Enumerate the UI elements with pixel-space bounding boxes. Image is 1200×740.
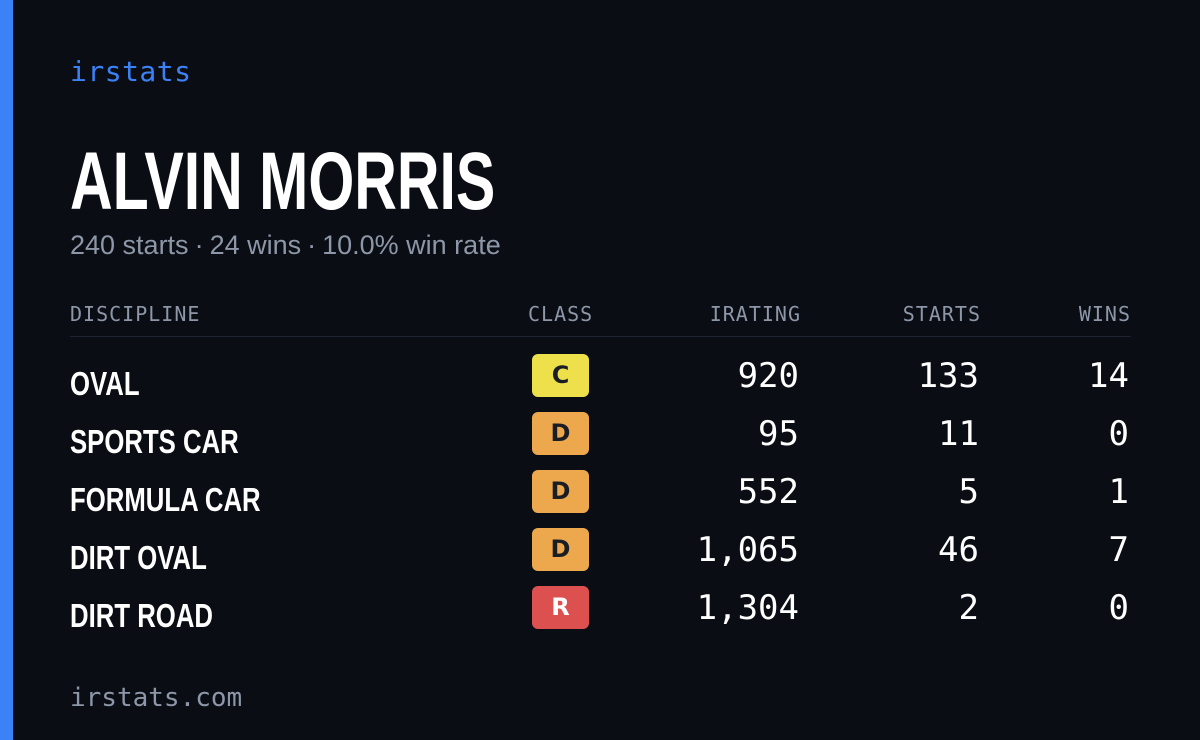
header-starts: STARTS: [902, 302, 981, 326]
wins-value: 0: [1108, 588, 1129, 628]
table-row: OVAL C 920 133 14: [70, 354, 1131, 412]
irating-value: 1,065: [696, 530, 799, 570]
table-row: DIRT ROAD R 1,304 2 0: [70, 586, 1131, 644]
class-badge: D: [532, 528, 589, 571]
wins-value: 1: [1108, 472, 1129, 512]
wins-value: 14: [1088, 356, 1129, 396]
brand-logo: irstats: [70, 55, 192, 88]
discipline-table: DISCIPLINE CLASS IRATING STARTS WINS OVA…: [70, 296, 1131, 644]
player-name: ALVIN MORRIS: [70, 136, 496, 227]
header-class: CLASS: [528, 302, 594, 326]
table-row: DIRT OVAL D 1,065 46 7: [70, 528, 1131, 586]
irating-value: 1,304: [696, 588, 799, 628]
wins-value: 0: [1108, 414, 1129, 454]
header-irating: IRATING: [709, 302, 801, 326]
table-row: SPORTS CAR D 95 11 0: [70, 412, 1131, 470]
irating-value: 920: [737, 356, 799, 396]
starts-value: 133: [917, 356, 979, 396]
summary-separator: ·: [307, 230, 317, 260]
table-row: FORMULA CAR D 552 5 1: [70, 470, 1131, 528]
irating-value: 552: [737, 472, 799, 512]
discipline-name: FORMULA CAR: [70, 481, 261, 518]
table-header: DISCIPLINE CLASS IRATING STARTS WINS: [70, 296, 1131, 337]
discipline-name: SPORTS CAR: [70, 423, 239, 460]
total-wins: 24 wins: [209, 230, 302, 260]
starts-value: 2: [958, 588, 979, 628]
class-badge: D: [532, 470, 589, 513]
header-wins: WINS: [1078, 302, 1131, 326]
total-starts: 240 starts: [70, 230, 189, 260]
irating-value: 95: [758, 414, 799, 454]
table-body: OVAL C 920 133 14 SPORTS CAR D 95 11 0 F…: [70, 337, 1131, 644]
win-rate: 10.0% win rate: [322, 230, 501, 260]
accent-bar: [0, 0, 13, 740]
starts-value: 11: [938, 414, 979, 454]
discipline-name: OVAL: [70, 365, 140, 402]
starts-value: 46: [938, 530, 979, 570]
class-badge: C: [532, 354, 589, 397]
footer-url: irstats.com: [70, 683, 243, 713]
player-summary: 240 starts · 24 wins · 10.0% win rate: [70, 228, 501, 262]
starts-value: 5: [958, 472, 979, 512]
discipline-name: DIRT ROAD: [70, 597, 213, 634]
class-badge: D: [532, 412, 589, 455]
summary-separator: ·: [194, 230, 204, 260]
wins-value: 7: [1108, 530, 1129, 570]
header-discipline: DISCIPLINE: [70, 302, 201, 326]
class-badge: R: [532, 586, 589, 629]
discipline-name: DIRT OVAL: [70, 539, 207, 576]
